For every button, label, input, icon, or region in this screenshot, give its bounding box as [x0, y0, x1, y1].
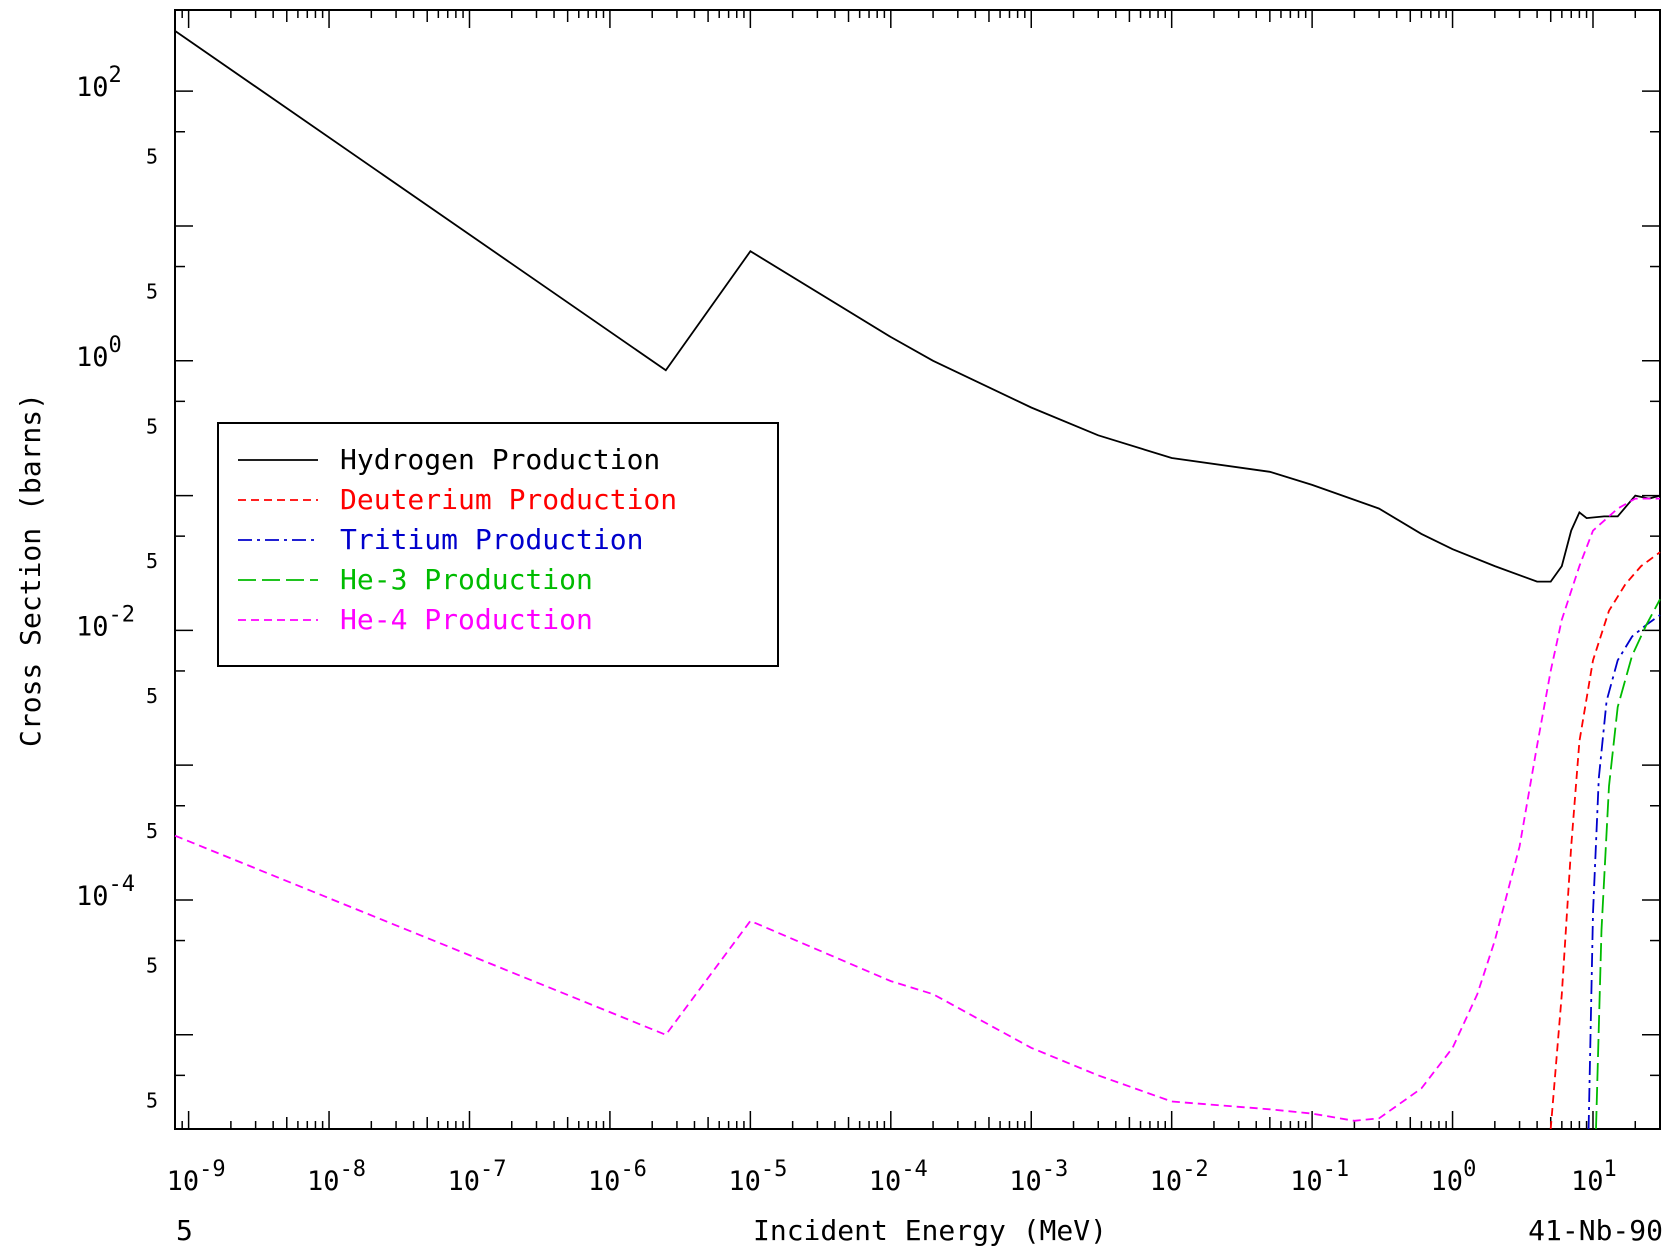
legend-label-hydrogen-production: Hydrogen Production: [340, 443, 660, 476]
legend-label-he-3-production: He-3 Production: [340, 563, 593, 596]
legend-label-tritium-production: Tritium Production: [340, 523, 643, 556]
x-tick-label: 10-8: [307, 1157, 366, 1197]
x-tick-label: 10-6: [588, 1157, 647, 1197]
y-minor-label: 5: [146, 954, 158, 978]
x-tick-label: 10-4: [869, 1157, 928, 1197]
series-line-deuterium-production: [1549, 551, 1661, 1130]
y-minor-label: 5: [146, 684, 158, 708]
y-minor-label: 5: [146, 1088, 158, 1112]
y-minor-label: 5: [146, 145, 158, 169]
corner-left-label: 5: [176, 1214, 193, 1247]
y-tick-label: 10-4: [76, 872, 135, 912]
y-minor-label: 5: [146, 819, 158, 843]
series-line-tritium-production: [1587, 614, 1661, 1130]
legend-label-he-4-production: He-4 Production: [340, 603, 593, 636]
y-tick-label: 10-2: [76, 602, 135, 642]
y-tick-labels: 102 100 10-2 10-4 5 5 5 5 5 5 5 5: [76, 63, 158, 1112]
y-tick-label: 100: [76, 333, 122, 373]
x-tick-label: 10-1: [1290, 1157, 1349, 1197]
corner-right-label: 41-Nb-90: [1528, 1214, 1663, 1247]
x-tick-label: 100: [1431, 1157, 1477, 1197]
x-axis-title: Incident Energy (MeV): [753, 1214, 1107, 1247]
x-tick-label: 10-3: [1009, 1157, 1068, 1197]
axis-ticks: [174, 10, 1661, 1129]
legend-label-deuterium-production: Deuterium Production: [340, 483, 677, 516]
y-tick-label: 102: [76, 63, 122, 103]
y-axis-title: Cross Section (barns): [14, 393, 47, 747]
x-tick-label: 10-9: [167, 1157, 226, 1197]
y-minor-label: 5: [146, 414, 158, 438]
x-tick-label: 10-2: [1150, 1157, 1209, 1197]
y-minor-label: 5: [146, 549, 158, 573]
series-line-he-3-production: [1595, 598, 1661, 1130]
x-tick-label: 10-5: [728, 1157, 787, 1197]
series-line-he-4-production: [174, 497, 1660, 1122]
plot-frame: [174, 9, 1661, 1130]
x-tick-labels: 10-9 10-8 10-7 10-6 10-5 10-4 10-3 10-2 10-1 100 1…: [167, 1157, 1617, 1197]
series-line-hydrogen-production: [174, 30, 1661, 583]
y-minor-label: 5: [146, 280, 158, 304]
series-curves: [174, 30, 1661, 1130]
legend-box: [217, 422, 779, 667]
x-tick-label: 10-7: [447, 1157, 506, 1197]
legend: Hydrogen Production Deuterium Production T…: [217, 422, 779, 667]
x-tick-label: 101: [1571, 1157, 1617, 1197]
